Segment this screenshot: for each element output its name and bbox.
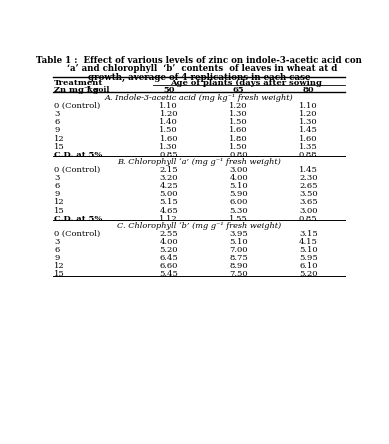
Text: C.D. at 5%: C.D. at 5%: [54, 214, 102, 222]
Text: 8.75: 8.75: [229, 254, 248, 262]
Text: 15: 15: [54, 270, 65, 278]
Text: 4.00: 4.00: [229, 174, 248, 182]
Text: 8.90: 8.90: [229, 262, 248, 270]
Text: 5.95: 5.95: [299, 254, 318, 262]
Text: C.D. at 5%: C.D. at 5%: [54, 151, 102, 159]
Text: 1.30: 1.30: [159, 143, 178, 151]
Text: 6: 6: [54, 246, 59, 254]
Text: 15: 15: [54, 143, 65, 151]
Text: 3: 3: [54, 174, 60, 182]
Text: 1.20: 1.20: [159, 110, 178, 118]
Text: 3: 3: [54, 238, 60, 246]
Text: 3.20: 3.20: [159, 174, 178, 182]
Text: 80: 80: [302, 87, 314, 95]
Text: 3.15: 3.15: [299, 230, 318, 238]
Text: 1.10: 1.10: [159, 102, 178, 110]
Text: 5.30: 5.30: [229, 206, 248, 214]
Text: 6.10: 6.10: [299, 262, 317, 270]
Text: 9: 9: [54, 127, 60, 135]
Text: 1.40: 1.40: [159, 119, 178, 127]
Text: 6: 6: [54, 182, 59, 190]
Text: 12: 12: [54, 198, 65, 206]
Text: 1.20: 1.20: [229, 102, 248, 110]
Text: Table 1 :  Effect of various levels of zinc on indole-3-acetic acid con: Table 1 : Effect of various levels of zi…: [36, 56, 362, 64]
Text: 1.12: 1.12: [159, 214, 178, 222]
Text: 4.65: 4.65: [159, 206, 178, 214]
Text: 6.00: 6.00: [229, 198, 248, 206]
Text: 1.60: 1.60: [299, 135, 317, 143]
Text: 5.10: 5.10: [229, 182, 248, 190]
Text: 7.00: 7.00: [229, 246, 248, 254]
Text: 1.60: 1.60: [159, 135, 178, 143]
Text: 3.00: 3.00: [299, 206, 317, 214]
Text: 1.10: 1.10: [299, 102, 317, 110]
Text: 1.60: 1.60: [229, 127, 248, 135]
Text: 0.85: 0.85: [159, 151, 178, 159]
Text: 1.20: 1.20: [299, 110, 317, 118]
Text: 1.80: 1.80: [229, 135, 248, 143]
Text: 5.00: 5.00: [159, 190, 178, 198]
Text: 50: 50: [163, 87, 175, 95]
Text: 5.20: 5.20: [159, 246, 178, 254]
Text: 3: 3: [54, 110, 60, 118]
Text: 2.30: 2.30: [299, 174, 317, 182]
Text: 0 (Control): 0 (Control): [54, 166, 100, 174]
Text: 9: 9: [54, 190, 60, 198]
Text: 12: 12: [54, 262, 65, 270]
Text: 15: 15: [54, 206, 65, 214]
Text: Age of plants (days after sowing: Age of plants (days after sowing: [170, 79, 322, 87]
Text: 6.60: 6.60: [159, 262, 178, 270]
Text: ⁻¹ soil: ⁻¹ soil: [84, 87, 109, 95]
Text: 2.15: 2.15: [159, 166, 178, 174]
Text: 65: 65: [233, 87, 244, 95]
Text: 5.15: 5.15: [159, 198, 178, 206]
Text: 4.25: 4.25: [159, 182, 178, 190]
Text: 4.15: 4.15: [299, 238, 318, 246]
Text: 9: 9: [54, 254, 60, 262]
Text: 1.50: 1.50: [159, 127, 178, 135]
Text: Zn mg kg: Zn mg kg: [54, 87, 99, 95]
Text: 3.95: 3.95: [229, 230, 248, 238]
Text: 3.00: 3.00: [229, 166, 248, 174]
Text: A. Indole-3-acetic acid (mg kg⁻¹ fresh weight): A. Indole-3-acetic acid (mg kg⁻¹ fresh w…: [105, 94, 293, 102]
Text: 0.80: 0.80: [229, 151, 248, 159]
Text: 0.88: 0.88: [299, 151, 317, 159]
Text: 1.35: 1.35: [299, 143, 318, 151]
Text: 4.00: 4.00: [159, 238, 178, 246]
Text: 1.50: 1.50: [229, 119, 248, 127]
Text: 3.50: 3.50: [299, 190, 317, 198]
Text: B. Chlorophyll ‘a’ (mg g⁻¹ fresh weight): B. Chlorophyll ‘a’ (mg g⁻¹ fresh weight): [117, 158, 281, 166]
Text: 1.55: 1.55: [229, 214, 248, 222]
Text: 5.10: 5.10: [229, 238, 248, 246]
Text: 7.50: 7.50: [229, 270, 248, 278]
Text: 1.30: 1.30: [229, 110, 248, 118]
Text: 0.85: 0.85: [299, 214, 317, 222]
Text: 0 (Control): 0 (Control): [54, 230, 100, 238]
Text: 2.65: 2.65: [299, 182, 317, 190]
Text: 0 (Control): 0 (Control): [54, 102, 100, 110]
Text: Treatment: Treatment: [54, 79, 103, 87]
Text: 6.45: 6.45: [159, 254, 178, 262]
Text: 3.65: 3.65: [299, 198, 317, 206]
Text: 1.50: 1.50: [229, 143, 248, 151]
Text: ‘a’ and chlorophyll  ‘b’  contents  of leaves in wheat at d: ‘a’ and chlorophyll ‘b’ contents of leav…: [61, 64, 337, 73]
Text: 5.20: 5.20: [299, 270, 317, 278]
Text: 5.90: 5.90: [229, 190, 248, 198]
Text: 1.45: 1.45: [299, 166, 318, 174]
Text: 12: 12: [54, 135, 65, 143]
Text: growth, average of 4 replications in each case: growth, average of 4 replications in eac…: [88, 72, 310, 82]
Text: 2.55: 2.55: [159, 230, 178, 238]
Text: 6: 6: [54, 119, 59, 127]
Text: C. Chlorophyll ‘b’ (mg g⁻¹ fresh weight): C. Chlorophyll ‘b’ (mg g⁻¹ fresh weight): [117, 222, 281, 230]
Text: 5.10: 5.10: [299, 246, 317, 254]
Text: 1.30: 1.30: [299, 119, 317, 127]
Text: 5.45: 5.45: [159, 270, 178, 278]
Text: 1.45: 1.45: [299, 127, 318, 135]
